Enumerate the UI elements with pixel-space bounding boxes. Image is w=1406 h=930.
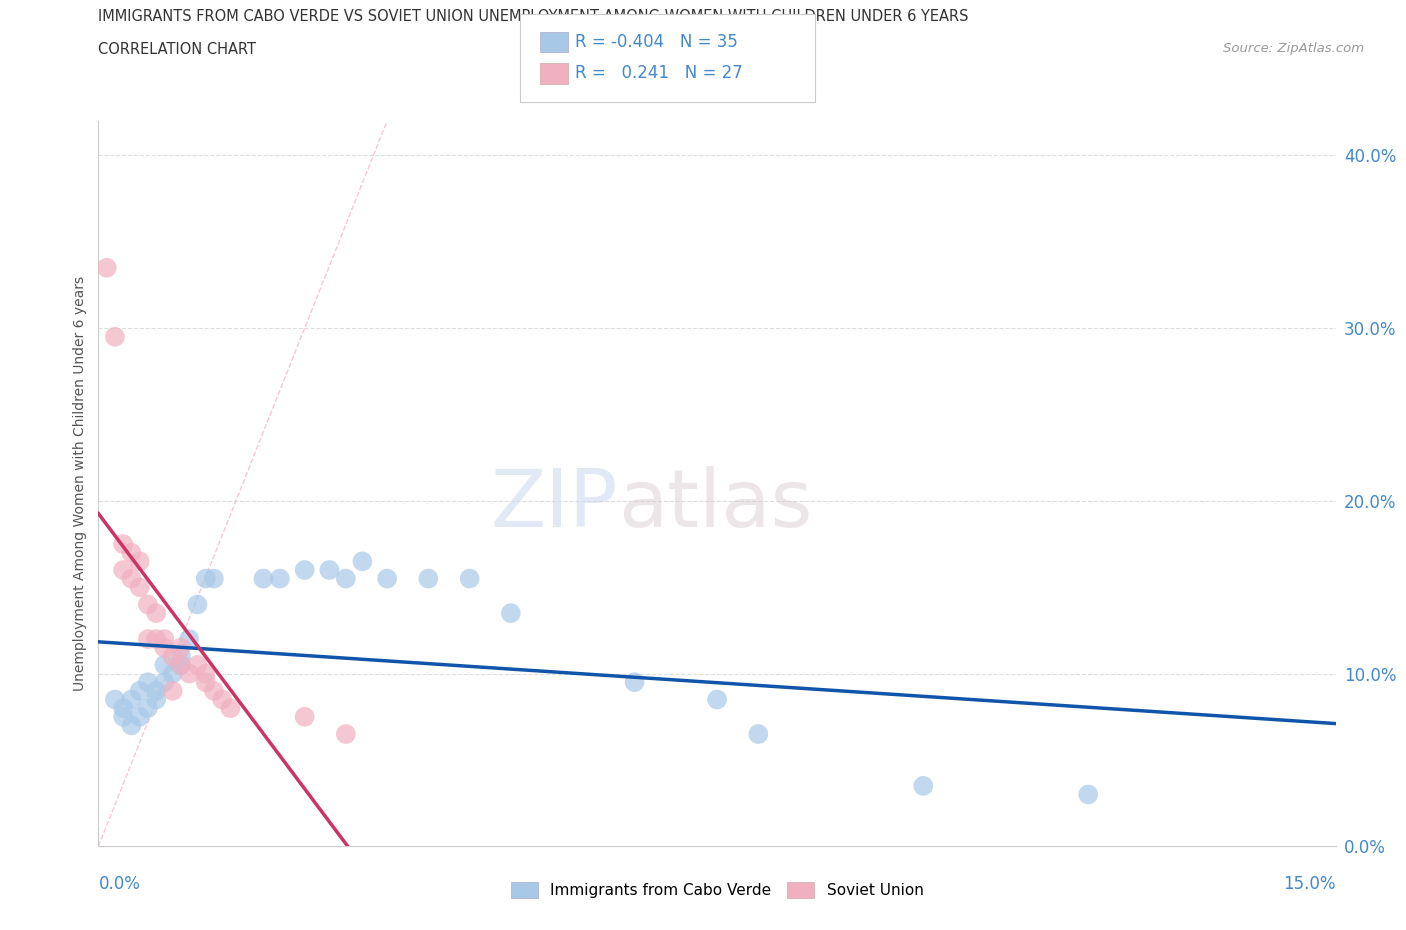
Point (318, 563, 340, 578)
Point (120, 571, 142, 586)
Point (458, 571, 481, 586)
Point (202, 684, 225, 698)
Point (104, 329, 127, 344)
Point (136, 675, 159, 690)
Point (104, 692, 127, 707)
Point (179, 666, 201, 681)
Point (162, 649, 184, 664)
Point (211, 692, 233, 707)
Point (162, 666, 184, 681)
Point (128, 684, 150, 698)
Point (499, 605, 522, 620)
Point (179, 631, 201, 646)
Point (335, 571, 357, 586)
Point (145, 684, 167, 698)
Point (335, 726, 357, 741)
Point (112, 563, 135, 578)
Text: Source: ZipAtlas.com: Source: ZipAtlas.com (1223, 42, 1364, 55)
Point (128, 710, 150, 724)
Point (153, 658, 176, 672)
Point (375, 571, 398, 586)
Point (202, 571, 225, 586)
Point (112, 537, 135, 551)
Point (120, 545, 142, 560)
Point (128, 554, 150, 569)
Point (136, 597, 159, 612)
Point (128, 579, 150, 594)
Point (194, 675, 217, 690)
Point (186, 658, 208, 672)
Point (1077, 787, 1099, 802)
Point (194, 666, 217, 681)
Text: CORRELATION CHART: CORRELATION CHART (98, 42, 256, 57)
Point (352, 554, 374, 569)
Point (252, 571, 274, 586)
Point (912, 778, 935, 793)
Text: R = -0.404   N = 35: R = -0.404 N = 35 (575, 33, 738, 51)
Point (162, 684, 184, 698)
Point (145, 692, 167, 707)
Point (623, 675, 645, 690)
Point (136, 631, 159, 646)
Point (294, 710, 316, 724)
Text: R =   0.241   N = 27: R = 0.241 N = 27 (575, 64, 742, 83)
Point (153, 675, 176, 690)
Text: 0.0%: 0.0% (98, 875, 141, 894)
Point (170, 640, 193, 655)
Point (194, 571, 217, 586)
Point (120, 692, 142, 707)
Text: ZIP: ZIP (491, 466, 619, 544)
Text: IMMIGRANTS FROM CABO VERDE VS SOVIET UNION UNEMPLOYMENT AMONG WOMEN WITH CHILDRE: IMMIGRANTS FROM CABO VERDE VS SOVIET UNI… (98, 9, 969, 24)
Point (153, 631, 176, 646)
Point (747, 726, 769, 741)
Point (153, 640, 176, 655)
Point (145, 631, 167, 646)
Point (706, 692, 728, 707)
Point (145, 605, 167, 620)
Point (120, 718, 142, 733)
Point (294, 563, 316, 578)
Point (269, 571, 291, 586)
Text: 15.0%: 15.0% (1284, 875, 1336, 894)
Y-axis label: Unemployment Among Women with Children Under 6 years: Unemployment Among Women with Children U… (73, 276, 87, 691)
Point (186, 597, 208, 612)
Point (136, 700, 159, 715)
Legend: Immigrants from Cabo Verde, Soviet Union: Immigrants from Cabo Verde, Soviet Union (505, 876, 929, 904)
Point (170, 658, 193, 672)
Point (112, 710, 135, 724)
Point (418, 571, 440, 586)
Point (96, 260, 118, 275)
Point (219, 700, 242, 715)
Point (112, 700, 135, 715)
Text: atlas: atlas (619, 466, 813, 544)
Point (170, 649, 193, 664)
Point (170, 658, 193, 672)
